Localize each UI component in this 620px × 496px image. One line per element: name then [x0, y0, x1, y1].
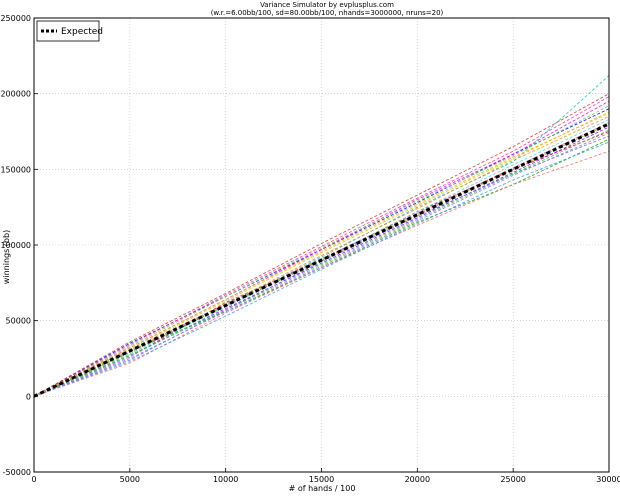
run-line-20: [33, 112, 610, 397]
run-line-6: [33, 111, 610, 397]
x-tick-label: 5000: [120, 475, 140, 484]
grid-lines: [33, 17, 610, 473]
legend-box: [36, 20, 100, 42]
expected-line: [33, 122, 610, 398]
y-tick-label: 50000: [6, 317, 31, 326]
y-tick-label: 250000: [0, 14, 31, 23]
run-line-8: [33, 126, 610, 397]
y-tick-label: 0: [26, 392, 31, 401]
x-tick-label: 0: [31, 475, 36, 484]
run-line-16: [33, 141, 610, 397]
x-tick-label: 25000: [500, 475, 525, 484]
x-tick-label: 30000: [596, 475, 620, 484]
run-line-18: [33, 93, 610, 397]
x-tick-label: 10000: [213, 475, 238, 484]
legend-expected-label: Expected: [61, 27, 103, 37]
y-axis-ticks: -50000 0 50000 100000 150000 200000 250000: [0, 14, 38, 477]
legend: Expected: [36, 20, 103, 42]
y-tick-label: -50000: [3, 468, 31, 477]
x-tick-label: 15000: [309, 475, 334, 484]
run-line-13: [33, 118, 610, 397]
run-line-9: [33, 150, 610, 397]
y-tick-label: 200000: [0, 90, 31, 99]
chart-title: Variance Simulator by evplusplus.com: [260, 1, 394, 9]
run-line-11: [33, 105, 610, 397]
y-tick-label: 100000: [0, 241, 31, 250]
expected-line-group: [33, 122, 610, 398]
y-axis-label: winnings (bb): [2, 230, 11, 284]
x-axis-label: # of hands / 100: [289, 484, 356, 493]
plot-frame: [33, 17, 610, 473]
run-line-19: [33, 132, 610, 397]
x-axis-ticks: 0 5000 10000 15000 20000 25000 30000: [31, 468, 620, 484]
y-tick-label: 150000: [0, 165, 31, 174]
run-line-17: [33, 129, 610, 397]
run-line-4: [33, 100, 610, 397]
x-tick-label: 20000: [405, 475, 430, 484]
chart-subtitle: (w.r.=6.00bb/100, sd=80.00bb/100, nhands…: [211, 9, 444, 17]
